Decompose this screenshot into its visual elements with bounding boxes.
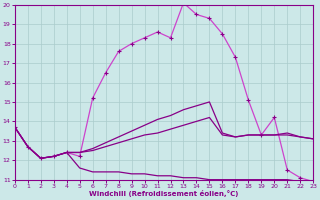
- X-axis label: Windchill (Refroidissement éolien,°C): Windchill (Refroidissement éolien,°C): [89, 190, 239, 197]
